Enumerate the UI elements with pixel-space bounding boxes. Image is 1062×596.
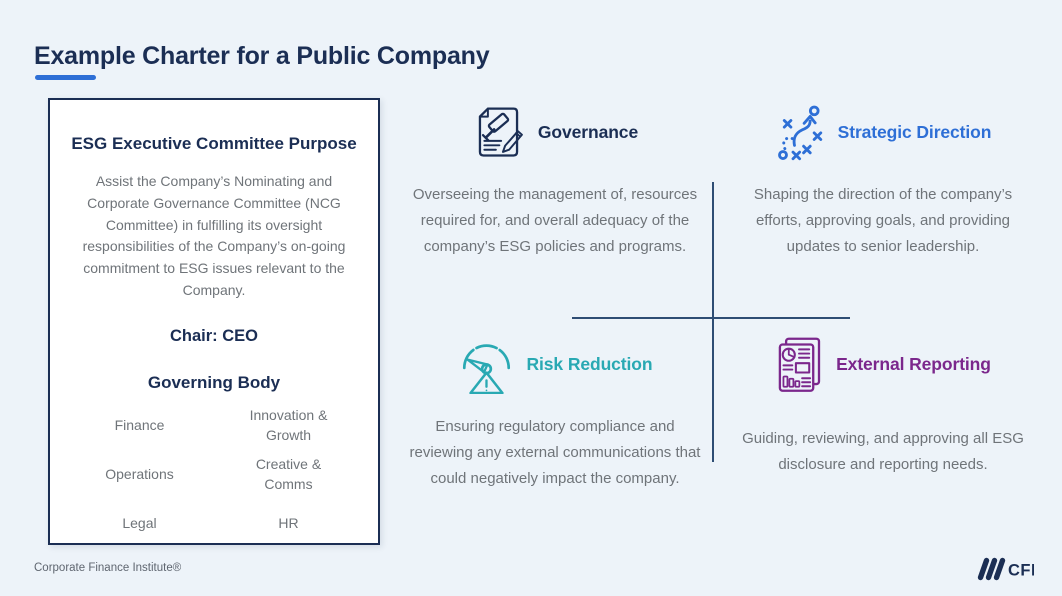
quadrant-governance: Governance Overseeing the management of,…	[400, 98, 710, 259]
divider-vertical	[712, 182, 714, 462]
divider-horizontal	[572, 317, 850, 319]
quadrant-description: Shaping the direction of the company’s e…	[753, 186, 1013, 255]
purpose-card: ESG Executive Committee Purpose Assist t…	[48, 98, 380, 545]
governing-member: Creative & Comms	[255, 456, 322, 493]
governing-members-grid: Finance Innovation & Growth Operations C…	[68, 401, 360, 548]
governing-member: Innovation & Growth	[249, 407, 328, 444]
page-title: Example Charter for a Public Company	[34, 42, 490, 70]
governing-member: Legal	[122, 515, 157, 532]
quadrant-label: Governance	[537, 121, 639, 142]
governing-member: Finance	[114, 417, 165, 434]
quadrant-description: Ensuring regulatory compliance and revie…	[409, 418, 701, 487]
strategic-direction-header: Strategic Direction	[720, 98, 1046, 166]
quadrant-label: Strategic Direction	[837, 121, 992, 142]
quadrant-external-reporting: External Reporting Guiding, reviewing, a…	[720, 330, 1046, 478]
cfi-logo-icon: CFI	[977, 557, 1034, 581]
governing-member: Operations	[105, 466, 174, 483]
title-accent-bar	[35, 75, 96, 80]
report-charts-icon	[778, 337, 821, 392]
footer-brand: Corporate Finance Institute®	[34, 562, 182, 574]
quadrant-risk-reduction: Risk Reduction Ensuring regulatory compl…	[400, 330, 710, 491]
cfi-logo: CFI	[976, 556, 1034, 582]
quadrant-strategic-direction: Strategic Direction Shaping the directio…	[720, 98, 1046, 259]
quadrant-description: Overseeing the management of, resources …	[412, 186, 698, 255]
quadrant-description: Guiding, reviewing, and approving all ES…	[742, 430, 1024, 473]
external-reporting-header: External Reporting	[720, 330, 1046, 398]
quadrant-label: External Reporting	[836, 353, 991, 374]
risk-reduction-header: Risk Reduction	[400, 330, 710, 398]
gauge-warning-icon	[462, 344, 510, 394]
chair-label: Chair: CEO	[169, 326, 258, 345]
governing-member: HR	[278, 515, 299, 532]
cfi-logo-text: CFI	[1008, 562, 1034, 580]
purpose-description: Assist the Company’s Nominating and Corp…	[82, 173, 346, 299]
purpose-heading: ESG Executive Committee Purpose	[71, 134, 357, 153]
governance-header: Governance	[400, 98, 710, 166]
document-gavel-icon	[478, 107, 523, 157]
strategy-play-icon	[777, 105, 822, 160]
quadrant-label: Risk Reduction	[526, 353, 653, 374]
governing-body-heading: Governing Body	[147, 372, 281, 392]
